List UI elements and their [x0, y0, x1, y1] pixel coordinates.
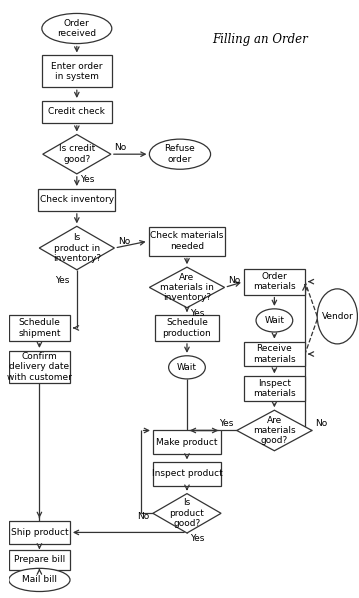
- Text: Confirm
delivery date
with customer: Confirm delivery date with customer: [7, 352, 72, 382]
- Text: Are
materials
good?: Are materials good?: [253, 416, 296, 446]
- Text: Yes: Yes: [219, 419, 233, 428]
- Text: No: No: [115, 143, 127, 152]
- Text: Mail bill: Mail bill: [22, 575, 57, 584]
- Bar: [244, 376, 305, 401]
- Text: Vendor: Vendor: [321, 312, 353, 321]
- Ellipse shape: [149, 139, 211, 169]
- Text: Wait: Wait: [264, 316, 284, 325]
- Text: Is credit
good?: Is credit good?: [59, 145, 95, 164]
- Bar: [42, 56, 112, 87]
- Text: Schedule
production: Schedule production: [163, 318, 211, 338]
- Bar: [153, 462, 221, 486]
- Ellipse shape: [169, 356, 205, 379]
- Bar: [149, 227, 225, 255]
- Text: No: No: [228, 276, 240, 285]
- Text: Wait: Wait: [177, 363, 197, 372]
- Text: Is
product in
inventory?: Is product in inventory?: [53, 233, 101, 263]
- Text: Enter order
in system: Enter order in system: [51, 62, 103, 81]
- Text: Check inventory: Check inventory: [40, 196, 114, 205]
- Text: Receive
materials: Receive materials: [253, 344, 296, 364]
- Text: Is
product
good?: Is product good?: [169, 498, 204, 528]
- Bar: [42, 101, 112, 123]
- Text: Yes: Yes: [80, 175, 94, 184]
- Text: Inspect
materials: Inspect materials: [253, 379, 296, 398]
- Text: Ship product: Ship product: [11, 528, 68, 537]
- Text: Yes: Yes: [55, 276, 70, 285]
- Ellipse shape: [317, 289, 358, 344]
- Text: Order
materials: Order materials: [253, 272, 296, 291]
- Bar: [9, 351, 70, 383]
- Bar: [153, 431, 221, 454]
- Bar: [38, 189, 115, 211]
- Bar: [9, 315, 70, 341]
- Text: Yes: Yes: [190, 534, 204, 544]
- Polygon shape: [39, 226, 115, 270]
- Text: Check materials
needed: Check materials needed: [150, 231, 224, 251]
- Text: Prepare bill: Prepare bill: [14, 555, 65, 564]
- Polygon shape: [149, 267, 225, 308]
- Bar: [9, 550, 70, 570]
- Bar: [9, 521, 70, 544]
- Text: No: No: [137, 512, 149, 521]
- Polygon shape: [43, 135, 111, 174]
- Text: Inspect product: Inspect product: [151, 469, 222, 478]
- Bar: [155, 315, 219, 341]
- Bar: [244, 341, 305, 367]
- Ellipse shape: [256, 309, 293, 332]
- Text: No: No: [118, 237, 130, 246]
- Text: Are
materials in
inventory?: Are materials in inventory?: [160, 273, 214, 303]
- Text: Credit check: Credit check: [48, 108, 105, 117]
- Ellipse shape: [9, 568, 70, 591]
- Text: Yes: Yes: [190, 309, 204, 318]
- Polygon shape: [237, 410, 312, 451]
- Text: Make product: Make product: [156, 438, 218, 447]
- Polygon shape: [153, 493, 221, 533]
- Text: Refuse
order: Refuse order: [165, 145, 195, 164]
- Text: Schedule
shipment: Schedule shipment: [18, 318, 61, 338]
- Ellipse shape: [42, 13, 112, 44]
- Text: Filling an Order: Filling an Order: [213, 33, 308, 46]
- Text: No: No: [316, 419, 328, 428]
- Bar: [244, 269, 305, 295]
- Text: Order
received: Order received: [57, 19, 97, 38]
